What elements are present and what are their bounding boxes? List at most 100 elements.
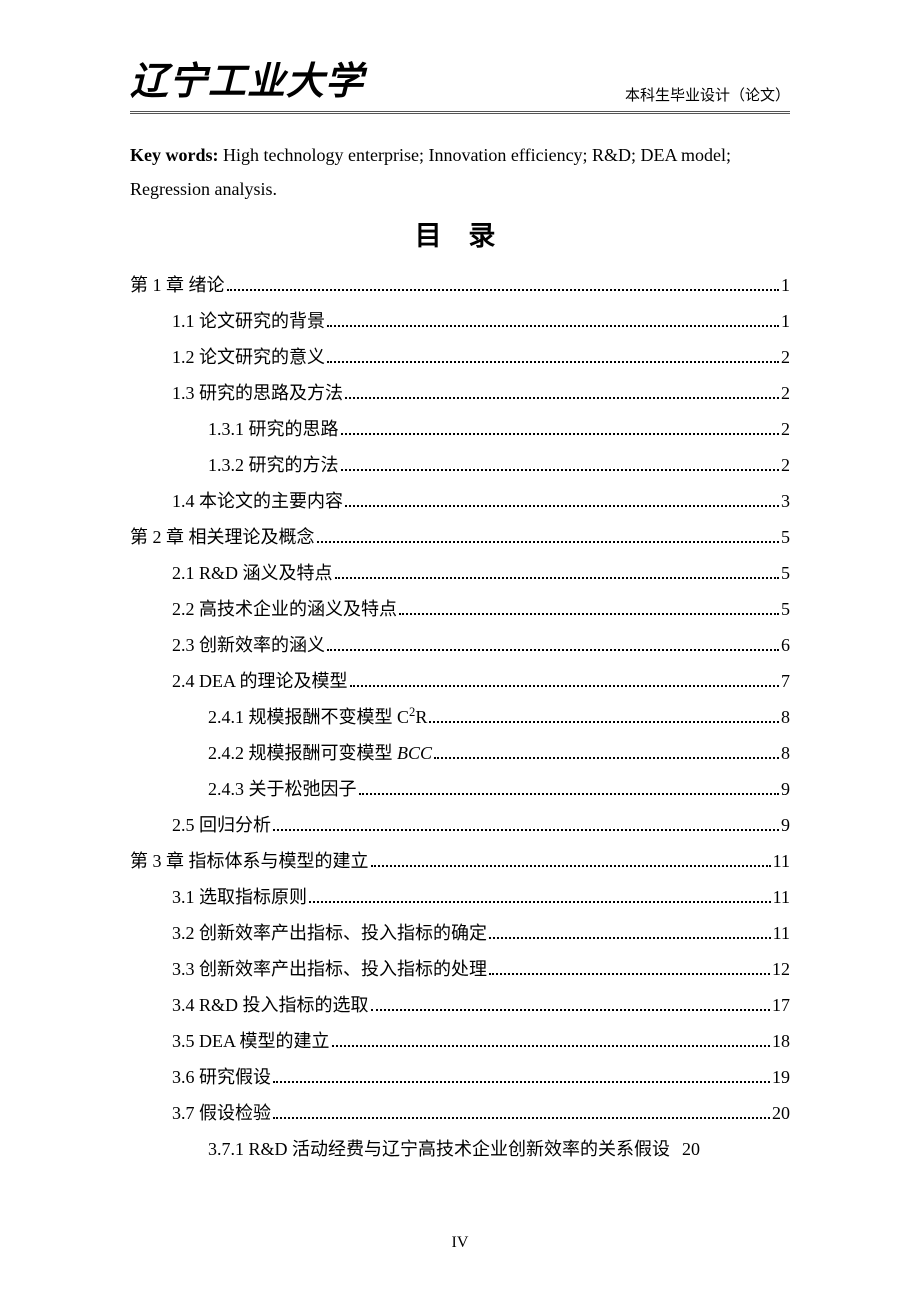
toc-entry: 3.7.1 R&D 活动经费与辽宁高技术企业创新效率的关系假设 20 bbox=[130, 1131, 790, 1167]
toc-entry-page: 19 bbox=[772, 1059, 790, 1095]
toc-entry-page: 12 bbox=[772, 951, 790, 987]
toc-leader-dots bbox=[273, 829, 779, 831]
toc-leader-dots bbox=[327, 649, 779, 651]
toc-entry-label: 2.5 回归分析 bbox=[172, 807, 271, 843]
keywords-text: High technology enterprise; Innovation e… bbox=[130, 145, 731, 199]
toc-entry-page: 18 bbox=[772, 1023, 790, 1059]
toc-entry: 3.3 创新效率产出指标、投入指标的处理 12 bbox=[130, 951, 790, 987]
toc-entry-label: 1.4 本论文的主要内容 bbox=[172, 483, 343, 519]
toc-entry: 3.4 R&D 投入指标的选取17 bbox=[130, 987, 790, 1023]
toc-entry-label: 1.3.2 研究的方法 bbox=[208, 447, 339, 483]
toc-leader-dots bbox=[273, 1117, 770, 1119]
toc-entry: 2.4 DEA 的理论及模型 7 bbox=[130, 663, 790, 699]
toc-leader-dots bbox=[371, 865, 771, 867]
toc-entry-page: 9 bbox=[781, 771, 790, 807]
toc-entry-page: 8 bbox=[781, 699, 790, 735]
toc-entry-label: 第 2 章 相关理论及概念 bbox=[130, 519, 315, 555]
toc-entry-label: 2.2 高技术企业的涵义及特点 bbox=[172, 591, 397, 627]
toc-leader-dots bbox=[399, 613, 779, 615]
toc-entry-page: 7 bbox=[781, 663, 790, 699]
toc-leader-dots bbox=[345, 397, 779, 399]
toc-entry-label: 3.4 R&D 投入指标的选取 bbox=[172, 987, 369, 1023]
toc-entry-label: 第 1 章 绪论 bbox=[130, 267, 225, 303]
toc-leader-dots bbox=[350, 685, 780, 687]
toc-leader-dots bbox=[327, 361, 779, 363]
toc-leader-dots bbox=[335, 577, 779, 579]
toc-entry: 1.2 论文研究的意义 2 bbox=[130, 339, 790, 375]
toc-entry: 3.1 选取指标原则 11 bbox=[130, 879, 790, 915]
toc-leader-dots bbox=[317, 541, 780, 543]
toc-title: 目 录 bbox=[130, 214, 790, 253]
toc-entry: 2.2 高技术企业的涵义及特点 5 bbox=[130, 591, 790, 627]
toc-leader-dots bbox=[434, 757, 779, 759]
toc-entry-page: 5 bbox=[781, 519, 790, 555]
toc-entry: 2.4.1 规模报酬不变模型 C2R 8 bbox=[130, 699, 790, 735]
table-of-contents: 第 1 章 绪论 11.1 论文研究的背景 11.2 论文研究的意义 21.3 … bbox=[130, 267, 790, 1167]
toc-entry-page: 2 bbox=[781, 447, 790, 483]
toc-leader-dots bbox=[489, 937, 771, 939]
toc-entry: 第 2 章 相关理论及概念 5 bbox=[130, 519, 790, 555]
toc-entry-page: 20 bbox=[682, 1131, 700, 1167]
toc-entry-page: 3 bbox=[781, 483, 790, 519]
toc-entry-page: 11 bbox=[773, 915, 790, 951]
toc-entry: 第 3 章 指标体系与模型的建立 11 bbox=[130, 843, 790, 879]
toc-leader-dots bbox=[341, 433, 780, 435]
toc-entry-label: 3.1 选取指标原则 bbox=[172, 879, 307, 915]
toc-entry: 2.3 创新效率的涵义 6 bbox=[130, 627, 790, 663]
toc-entry: 2.4.2 规模报酬可变模型 BCC 8 bbox=[130, 735, 790, 771]
toc-entry-page: 1 bbox=[781, 303, 790, 339]
toc-entry-page: 11 bbox=[773, 879, 790, 915]
page: 辽宁工业大学 本科生毕业设计（论文） Key words: High techn… bbox=[0, 0, 920, 1302]
toc-entry-label: 1.2 论文研究的意义 bbox=[172, 339, 325, 375]
toc-entry-label: 1.3.1 研究的思路 bbox=[208, 411, 339, 447]
toc-entry-page: 2 bbox=[781, 375, 790, 411]
toc-leader-dots bbox=[359, 793, 780, 795]
toc-entry-page: 11 bbox=[773, 843, 790, 879]
page-header: 辽宁工业大学 本科生毕业设计（论文） bbox=[130, 50, 790, 114]
toc-entry-label: 2.4 DEA 的理论及模型 bbox=[172, 663, 348, 699]
toc-leader-dots bbox=[273, 1081, 770, 1083]
keywords-paragraph: Key words: High technology enterprise; I… bbox=[130, 138, 790, 206]
page-number: IV bbox=[0, 1234, 920, 1252]
toc-entry: 3.5 DEA 模型的建立 18 bbox=[130, 1023, 790, 1059]
toc-entry: 3.7 假设检验 20 bbox=[130, 1095, 790, 1131]
toc-leader-dots bbox=[429, 721, 779, 723]
toc-entry-label: 第 3 章 指标体系与模型的建立 bbox=[130, 843, 369, 879]
toc-entry-page: 5 bbox=[781, 555, 790, 591]
toc-leader-dots bbox=[345, 505, 779, 507]
toc-entry-page: 2 bbox=[781, 411, 790, 447]
toc-entry: 1.3 研究的思路及方法 2 bbox=[130, 375, 790, 411]
toc-entry: 1.3.1 研究的思路 2 bbox=[130, 411, 790, 447]
toc-entry-label: 2.3 创新效率的涵义 bbox=[172, 627, 325, 663]
toc-leader-dots bbox=[371, 1009, 770, 1011]
toc-entry: 2.1 R&D 涵义及特点 5 bbox=[130, 555, 790, 591]
toc-leader-dots bbox=[489, 973, 770, 975]
toc-entry-label: 3.7 假设检验 bbox=[172, 1095, 271, 1131]
toc-entry-page: 6 bbox=[781, 627, 790, 663]
toc-entry-label: 3.7.1 R&D 活动经费与辽宁高技术企业创新效率的关系假设 bbox=[208, 1131, 670, 1167]
toc-entry-label: 2.4.1 规模报酬不变模型 C2R bbox=[208, 699, 427, 735]
toc-leader-dots bbox=[309, 901, 771, 903]
toc-entry-label: 3.2 创新效率产出指标、投入指标的确定 bbox=[172, 915, 487, 951]
toc-entry: 3.6 研究假设 19 bbox=[130, 1059, 790, 1095]
toc-entry-label: 1.3 研究的思路及方法 bbox=[172, 375, 343, 411]
toc-entry-label: 3.5 DEA 模型的建立 bbox=[172, 1023, 330, 1059]
toc-entry: 1.1 论文研究的背景 1 bbox=[130, 303, 790, 339]
toc-leader-dots bbox=[332, 1045, 771, 1047]
toc-entry-page: 2 bbox=[781, 339, 790, 375]
toc-entry-label: 2.1 R&D 涵义及特点 bbox=[172, 555, 333, 591]
toc-entry-page: 20 bbox=[772, 1095, 790, 1131]
toc-entry-label: 2.4.3 关于松弛因子 bbox=[208, 771, 357, 807]
toc-entry: 2.5 回归分析 9 bbox=[130, 807, 790, 843]
toc-entry-page: 5 bbox=[781, 591, 790, 627]
toc-leader-dots bbox=[341, 469, 780, 471]
toc-entry-label: 1.1 论文研究的背景 bbox=[172, 303, 325, 339]
toc-leader-dots bbox=[227, 289, 780, 291]
header-doc-type: 本科生毕业设计（论文） bbox=[625, 84, 790, 105]
toc-entry: 1.4 本论文的主要内容 3 bbox=[130, 483, 790, 519]
toc-entry-page: 9 bbox=[781, 807, 790, 843]
toc-entry: 第 1 章 绪论 1 bbox=[130, 267, 790, 303]
toc-entry-label: 3.3 创新效率产出指标、投入指标的处理 bbox=[172, 951, 487, 987]
keywords-label: Key words: bbox=[130, 145, 219, 165]
toc-entry-page: 1 bbox=[781, 267, 790, 303]
